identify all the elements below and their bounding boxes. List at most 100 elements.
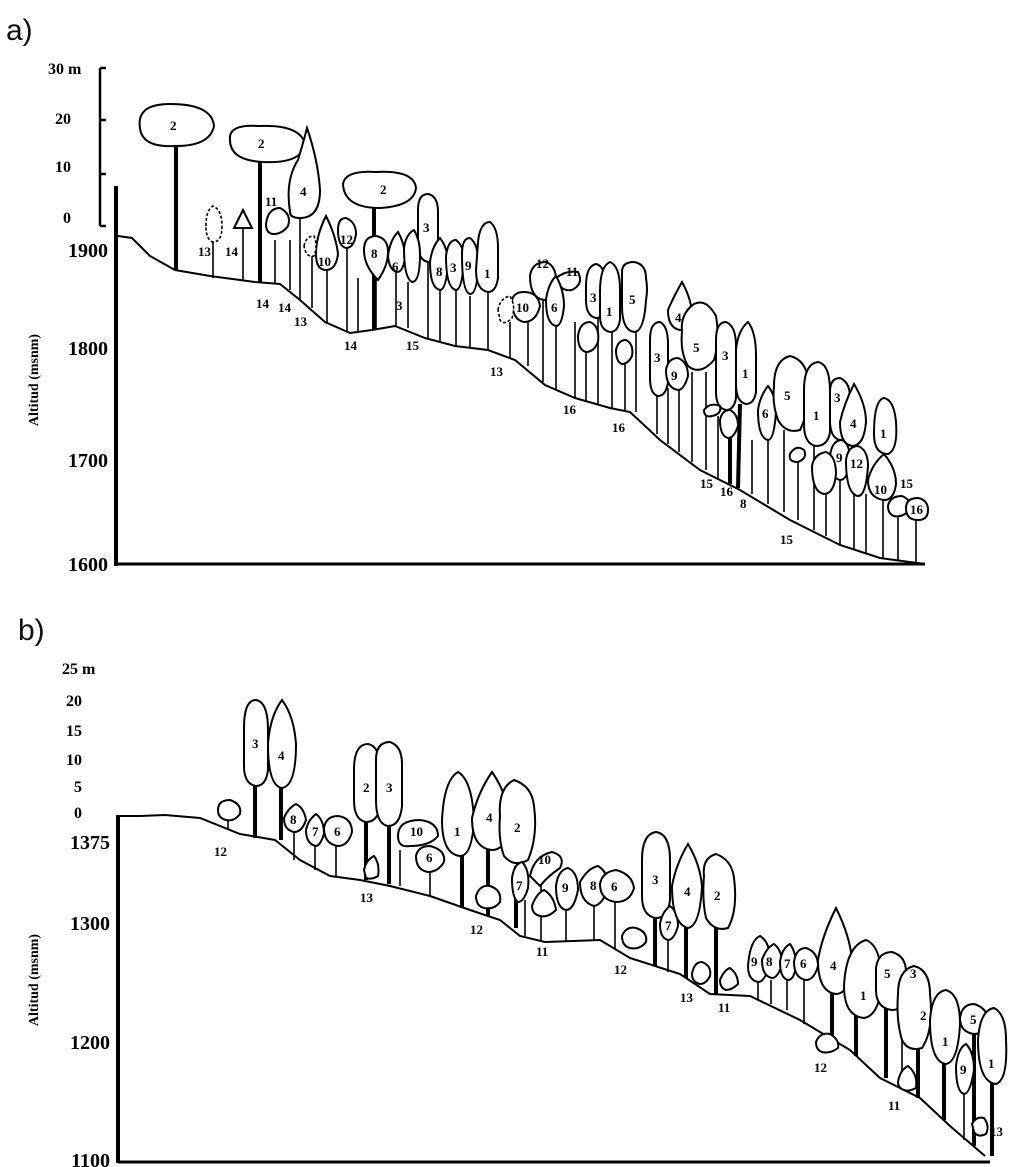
height-scale-label: 0 (63, 210, 71, 227)
species-label: 8 (590, 878, 597, 893)
species-label: 13 (294, 314, 308, 329)
species-label: 11 (888, 1098, 900, 1113)
species-label: 12 (214, 844, 227, 859)
species-label: 3 (722, 348, 729, 363)
species-label: 7 (312, 824, 319, 839)
panel-a-label: a) (6, 14, 33, 47)
species-label: 15 (900, 476, 914, 491)
species-label: 9 (751, 954, 758, 969)
species-label: 2 (363, 780, 370, 795)
species-label: 1 (484, 266, 491, 281)
species-label: 3 (450, 260, 457, 275)
species-label: 3 (652, 872, 659, 887)
species-label: 9 (465, 258, 472, 273)
species-label: 16 (910, 502, 924, 517)
alt-tick: 1900 (68, 240, 108, 262)
species-label: 3 (834, 390, 841, 405)
species-label: 6 (392, 259, 399, 274)
species-label: 2 (258, 136, 265, 151)
panel-a-crown-labels: 2 2 2 4 11 13 14 12 10 8 6 3 8 3 9 1 3 1… (170, 118, 924, 517)
species-label: 13 (360, 890, 374, 905)
panel-a-ground-profile (117, 235, 926, 565)
species-label: 6 (611, 879, 618, 894)
species-label: 15 (780, 532, 794, 547)
species-label: 3 (910, 966, 917, 981)
alt-tick: 1375 (70, 832, 110, 854)
species-label: 9 (562, 880, 569, 895)
species-label: 11 (265, 194, 277, 209)
species-label: 11 (718, 1000, 730, 1015)
species-label: 4 (278, 748, 285, 763)
species-label: 6 (426, 850, 433, 865)
species-label: 1 (880, 426, 887, 441)
height-scale-label: 15 (66, 723, 82, 740)
height-scale-label: 20 (55, 111, 71, 128)
species-label: 9 (960, 1062, 967, 1077)
species-label: 3 (654, 350, 661, 365)
species-label: 12 (614, 962, 627, 977)
species-label: 12 (470, 922, 483, 937)
height-scale-label: 25 m (62, 661, 96, 678)
species-label: 14 (344, 338, 358, 353)
species-label: 8 (290, 812, 297, 827)
species-label: 8 (371, 246, 378, 261)
species-label: 10 (410, 824, 423, 839)
panel-b-height-scale: 25 m 20 15 10 5 0 (62, 661, 96, 822)
alt-tick: 1300 (70, 913, 110, 935)
panel-b-crown-labels: 3 4 8 7 6 2 3 10 6 1 4 2 10 7 9 8 6 3 7 … (252, 736, 995, 1077)
species-label: 1 (860, 988, 867, 1003)
species-label: 3 (386, 780, 393, 795)
panel-a-trunks (174, 146, 917, 563)
alt-tick: 1600 (68, 554, 108, 576)
species-label: 7 (516, 878, 523, 893)
species-label: 15 (406, 338, 420, 353)
panel-b-ground-profile (118, 813, 986, 1157)
species-label: 9 (836, 450, 843, 465)
species-label: 1 (454, 824, 461, 839)
species-label: 13 (490, 364, 504, 379)
species-label: 14 (278, 300, 292, 315)
species-label: 9 (671, 368, 678, 383)
species-label: 2 (170, 118, 177, 133)
height-scale-label: 0 (74, 805, 82, 822)
species-label: 16 (612, 420, 626, 435)
panel-b-y-axis-title: Altitud (msnm) (27, 934, 42, 1027)
species-label: 10 (538, 852, 551, 867)
panel-b-alt-ticks: 1375 1300 1200 1100 (70, 832, 110, 1167)
panel-b-label: b) (18, 614, 45, 647)
panel-a-ground-labels: 14 14 13 14 15 13 16 16 15 16 8 15 (256, 296, 794, 547)
species-label: 4 (684, 884, 691, 899)
panel-b: b) 1375 1300 1200 1100 Altitud (msnm) 25… (18, 614, 1008, 1167)
species-label: 12 (536, 256, 549, 271)
alt-tick: 1100 (71, 1150, 110, 1167)
panel-b-trunks (227, 780, 994, 1156)
species-label: 16 (720, 484, 734, 499)
species-label: 10 (318, 254, 331, 269)
species-label: 14 (256, 296, 270, 311)
species-label: 2 (514, 820, 521, 835)
height-scale-label: 30 m (48, 61, 82, 78)
species-label: 1 (988, 1056, 995, 1071)
species-label: 11 (566, 264, 578, 279)
species-label: 3 (396, 298, 403, 313)
species-label: 6 (551, 300, 558, 315)
panel-a-crowns (138, 102, 930, 522)
species-label: 3 (590, 290, 597, 305)
species-label: 12 (814, 1060, 827, 1075)
species-label: 5 (970, 1012, 977, 1027)
species-label: 2 (714, 888, 721, 903)
panel-a-y-axis-title: Altitud (msnm) (27, 334, 42, 427)
species-label: 1 (813, 408, 820, 423)
species-label: 12 (340, 232, 353, 247)
species-label: 2 (380, 182, 387, 197)
species-label: 1 (606, 304, 613, 319)
alt-tick: 1200 (70, 1032, 110, 1054)
species-label: 10 (516, 300, 529, 315)
species-label: 6 (800, 956, 807, 971)
species-label: 5 (884, 966, 891, 981)
species-label: 7 (665, 918, 672, 933)
species-label: 7 (784, 956, 791, 971)
species-label: 5 (693, 340, 700, 355)
species-label: 13 (680, 990, 694, 1005)
species-label: 5 (629, 292, 636, 307)
